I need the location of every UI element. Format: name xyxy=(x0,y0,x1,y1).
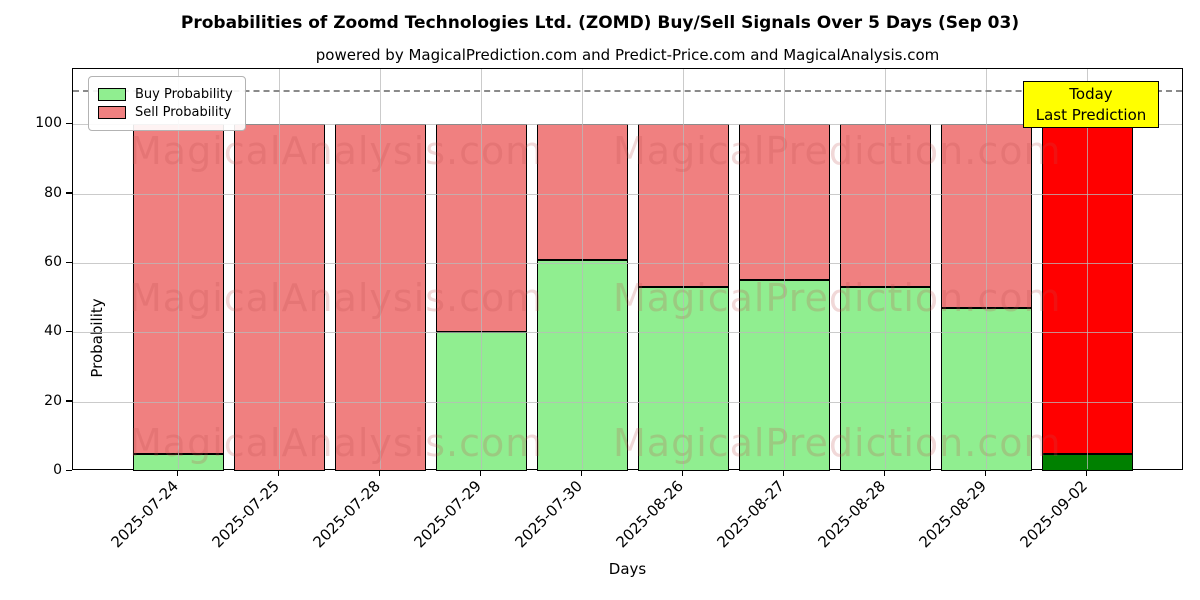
gridline-horizontal xyxy=(73,193,1182,195)
gridline-horizontal xyxy=(73,263,1182,265)
legend-item-buy: Buy Probability xyxy=(98,87,233,102)
gridlines-layer xyxy=(73,69,1182,469)
legend: Buy Probability Sell Probability xyxy=(88,76,246,131)
watermark-text: MagicalAnalysis.com xyxy=(129,276,544,320)
gridline-vertical xyxy=(279,69,280,469)
buy-swatch-icon xyxy=(98,88,126,101)
plot-area: Probability MagicalAnalysis.com MagicalP… xyxy=(72,68,1183,471)
legend-buy-label: Buy Probability xyxy=(135,87,233,102)
x-tick-label: 2025-08-27 xyxy=(713,477,788,552)
gridline-vertical xyxy=(481,69,482,469)
x-tick-label: 2025-07-29 xyxy=(410,477,485,552)
today-annotation: Today Last Prediction xyxy=(1023,81,1159,128)
x-tick-mark xyxy=(984,470,986,476)
watermark-text: MagicalAnalysis.com xyxy=(129,421,544,465)
x-tick-label: 2025-08-28 xyxy=(814,477,889,552)
gridline-vertical xyxy=(380,69,381,469)
gridline-vertical xyxy=(683,69,684,469)
legend-sell-label: Sell Probability xyxy=(135,105,232,120)
watermark-text: MagicalAnalysis.com xyxy=(129,129,544,173)
x-tick-mark xyxy=(883,470,885,476)
today-annotation-line2: Last Prediction xyxy=(1035,105,1147,124)
gridline-vertical xyxy=(986,69,987,469)
x-tick-mark xyxy=(277,470,279,476)
y-tick-label: 80 xyxy=(44,184,62,201)
threshold-dashed-line xyxy=(73,89,1182,92)
gridline-vertical xyxy=(885,69,886,469)
y-tick-label: 40 xyxy=(44,323,62,340)
x-tick-mark xyxy=(580,470,582,476)
gridline-vertical xyxy=(1087,69,1088,469)
chart-title: Probabilities of Zoomd Technologies Ltd.… xyxy=(180,13,1020,33)
gridline-vertical xyxy=(178,69,179,469)
watermark-text: MagicalPrediction.com xyxy=(613,276,1062,320)
x-tick-mark xyxy=(782,470,784,476)
x-tick-label: 2025-07-25 xyxy=(208,477,283,552)
y-tick-mark xyxy=(66,330,72,333)
y-tick-mark xyxy=(66,192,72,194)
x-tick-label: 2025-07-24 xyxy=(107,477,182,552)
y-tick-label: 100 xyxy=(35,115,62,132)
gridline-horizontal xyxy=(73,401,1182,403)
y-tick-mark xyxy=(66,122,72,125)
sell-swatch-icon xyxy=(98,106,126,119)
x-tick-label: 2025-08-26 xyxy=(612,477,687,552)
x-tick-mark xyxy=(1085,470,1087,476)
x-tick-mark xyxy=(681,470,683,476)
y-tick-label: 60 xyxy=(44,254,62,271)
x-tick-label: 2025-07-30 xyxy=(511,477,586,552)
y-tick-mark xyxy=(66,400,72,402)
gridline-vertical xyxy=(784,69,785,469)
x-tick-label: 2025-08-29 xyxy=(915,477,990,552)
watermark-text: MagicalPrediction.com xyxy=(613,421,1062,465)
x-axis-label: Days xyxy=(608,560,647,578)
x-tick-mark xyxy=(479,470,481,476)
chart-subtitle: powered by MagicalPrediction.com and Pre… xyxy=(315,46,940,64)
legend-item-sell: Sell Probability xyxy=(98,105,233,120)
y-tick-mark xyxy=(66,261,72,264)
y-tick-mark xyxy=(66,469,72,471)
x-tick-label: 2025-07-28 xyxy=(309,477,384,552)
x-tick-mark xyxy=(378,470,380,476)
gridline-vertical xyxy=(582,69,583,469)
gridline-horizontal xyxy=(73,124,1182,126)
watermark-layer: MagicalAnalysis.com MagicalPrediction.co… xyxy=(73,69,1182,469)
x-tick-label: 2025-09-02 xyxy=(1016,477,1091,552)
today-annotation-line1: Today xyxy=(1069,84,1113,103)
watermark-text: MagicalPrediction.com xyxy=(613,129,1062,173)
y-tick-label: 0 xyxy=(53,462,62,478)
y-tick-label: 20 xyxy=(44,392,62,409)
x-tick-mark xyxy=(176,470,178,476)
gridline-horizontal xyxy=(73,332,1182,334)
